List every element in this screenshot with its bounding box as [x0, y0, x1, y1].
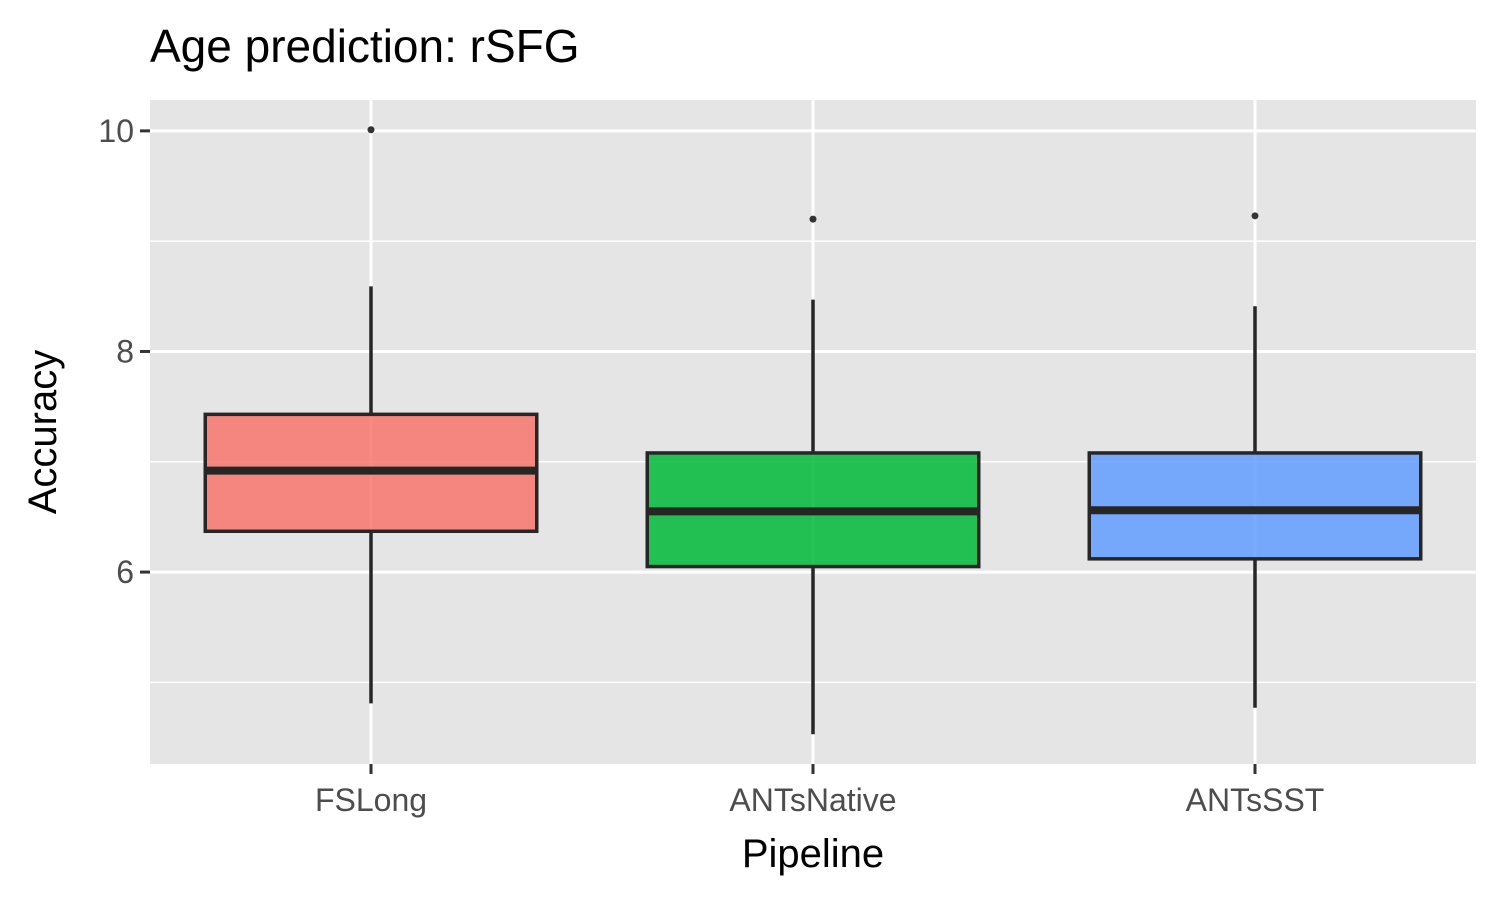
x-axis-title: Pipeline — [742, 832, 884, 876]
box-iqr — [1089, 453, 1421, 559]
x-tick-label: ANTsSST — [1186, 782, 1325, 818]
outlier-point — [810, 216, 817, 223]
outlier-point — [1252, 212, 1259, 219]
y-tick-label: 6 — [116, 554, 134, 590]
y-axis: 6 8 10 — [98, 113, 150, 590]
outlier-point — [368, 126, 375, 133]
x-axis: FSLong ANTsNative ANTsSST — [315, 764, 1324, 818]
chart-title: Age prediction: rSFG — [150, 20, 580, 72]
y-tick-label: 10 — [98, 113, 134, 149]
x-tick-label: FSLong — [315, 782, 427, 818]
y-axis-title: Accuracy — [21, 350, 65, 515]
x-tick-label: ANTsNative — [729, 782, 896, 818]
y-tick-label: 8 — [116, 333, 134, 369]
